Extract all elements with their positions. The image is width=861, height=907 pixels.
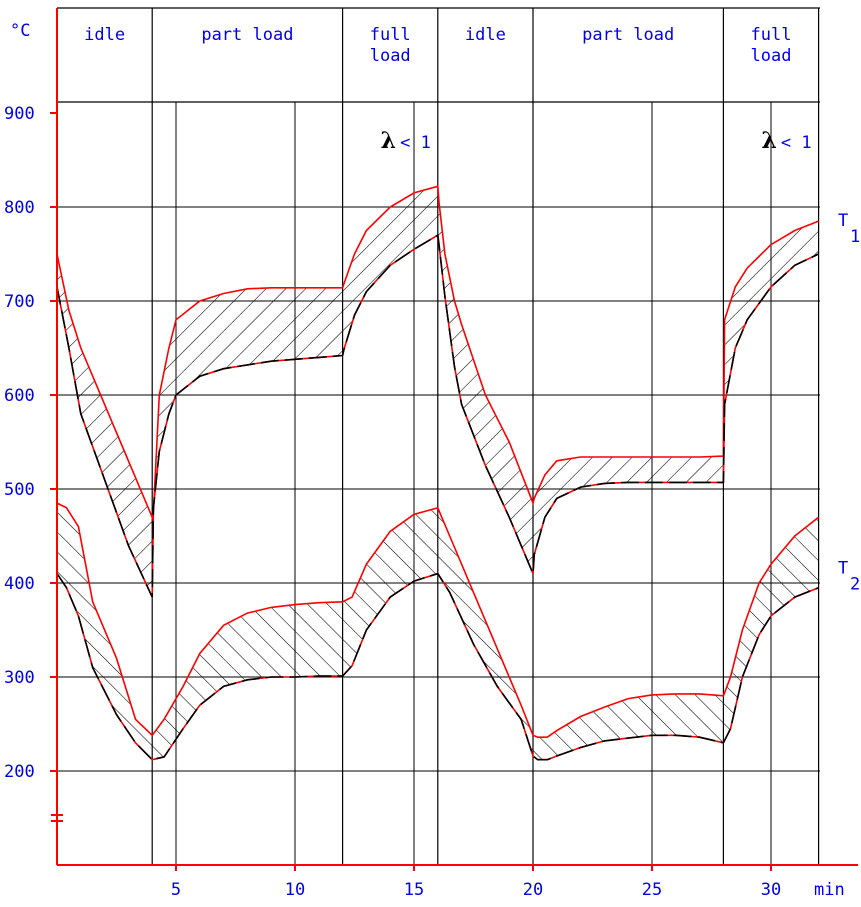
curve-lower-dashed-T1 [56,233,819,598]
x-tick-label: 30 [761,880,781,900]
y-tick-label: 200 [4,762,35,782]
series-label: T [838,211,848,231]
phase-label: idle [465,25,506,45]
y-tick-label: 700 [4,292,35,312]
x-tick-label: 10 [285,880,305,900]
phase-label: load [370,46,411,66]
phase-label: part load [582,25,674,45]
y-tick-label: 300 [4,668,35,688]
y-tick-label: 800 [4,198,35,218]
x-tick-label: 5 [171,880,181,900]
y-tick-label: 400 [4,574,35,594]
x-tick-label: 25 [642,880,662,900]
x-tick-label: 15 [404,880,424,900]
lambda-annotation: λ < 1 [381,128,431,154]
axes [50,8,858,871]
x-axis-label: min [814,880,845,900]
y-axis-label: °C [10,21,30,41]
phase-label: part load [201,25,293,45]
series-label: T [838,559,848,579]
band-T2 [57,503,819,760]
lambda-annotation: λ < 1 [761,128,811,154]
phase-label: idle [84,25,125,45]
y-tick-label: 600 [4,386,35,406]
series-label-sub: 1 [850,227,860,247]
phase-label: full [751,25,792,45]
phase-label: load [751,46,792,66]
y-tick-label: 900 [4,104,35,124]
x-tick-label: 20 [523,880,543,900]
y-tick-label: 500 [4,480,35,500]
phase-label: full [370,25,411,45]
series-label-sub: 2 [850,575,860,595]
curve-upper-T1 [56,185,819,520]
curves [56,185,820,761]
curve-upper-T2 [56,502,820,738]
curve-lower-dashed-T2 [56,572,819,761]
